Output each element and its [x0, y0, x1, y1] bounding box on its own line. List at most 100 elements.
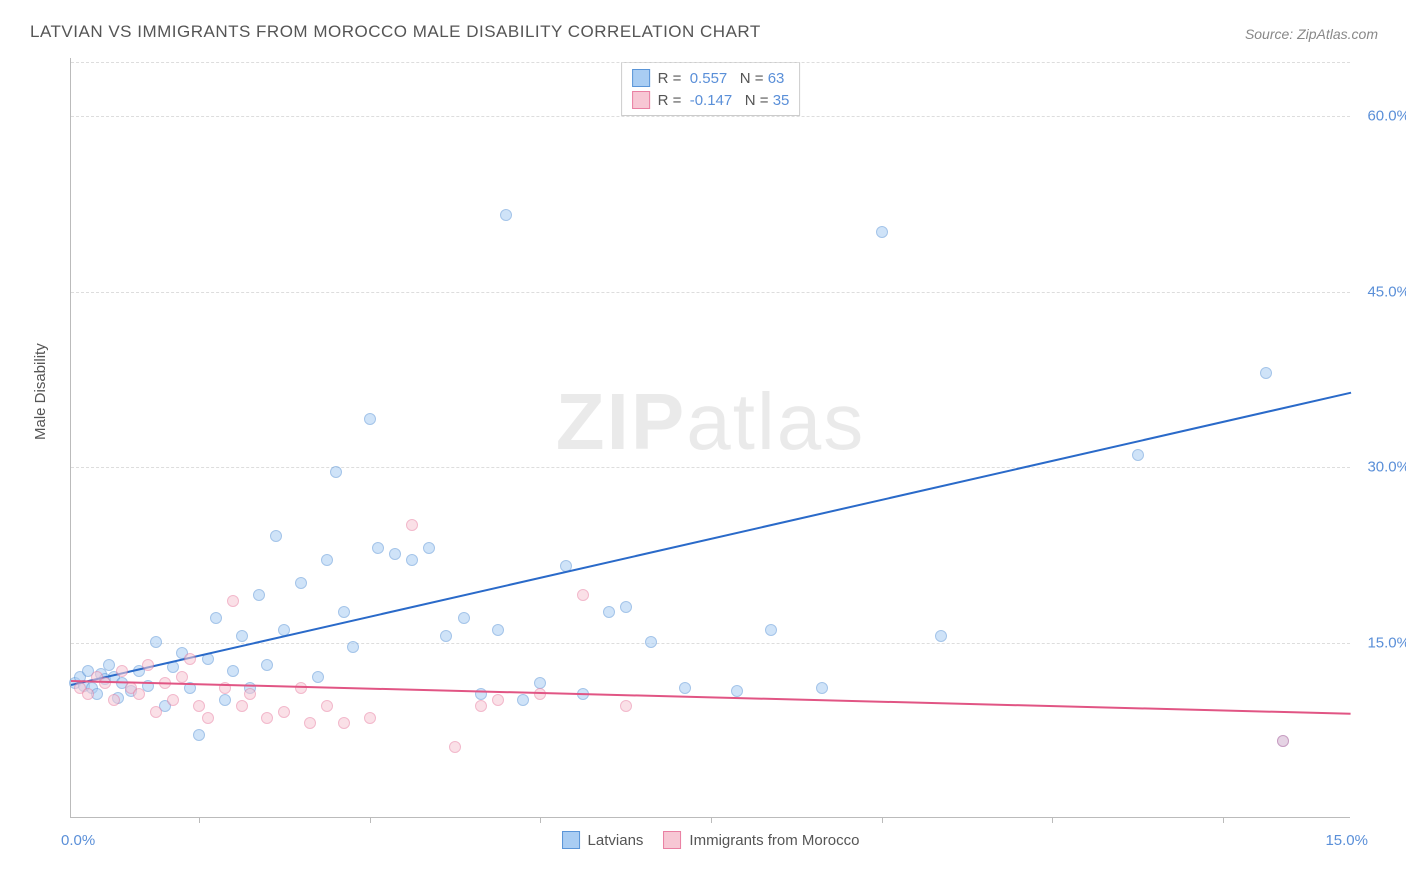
y-axis-title: Male Disability	[32, 343, 49, 440]
scatter-point	[1277, 735, 1289, 747]
scatter-point	[475, 700, 487, 712]
scatter-point	[253, 589, 265, 601]
legend-swatch	[632, 91, 650, 109]
scatter-point	[176, 671, 188, 683]
scatter-point	[210, 612, 222, 624]
scatter-point	[679, 682, 691, 694]
scatter-point	[236, 630, 248, 642]
y-tick-label: 45.0%	[1355, 283, 1406, 300]
scatter-point	[1260, 367, 1272, 379]
x-tick	[540, 817, 541, 823]
legend-swatch	[632, 69, 650, 87]
scatter-point	[603, 606, 615, 618]
y-tick-label: 60.0%	[1355, 108, 1406, 125]
series-legend-item: Latvians	[562, 831, 644, 849]
series-legend-label: Latvians	[588, 832, 644, 849]
trend-line	[71, 391, 1351, 685]
source-attribution: Source: ZipAtlas.com	[1245, 26, 1378, 42]
y-tick-label: 15.0%	[1355, 634, 1406, 651]
correlation-legend: R = 0.557 N = 63 R = -0.147 N = 35	[621, 62, 801, 116]
x-tick	[711, 817, 712, 823]
watermark-text: ZIPatlas	[556, 376, 865, 468]
series-legend-item: Immigrants from Morocco	[663, 831, 859, 849]
scatter-point	[338, 606, 350, 618]
scatter-point	[406, 554, 418, 566]
scatter-point	[244, 688, 256, 700]
scatter-point	[116, 665, 128, 677]
gridline	[71, 643, 1350, 644]
scatter-point	[406, 519, 418, 531]
scatter-point	[534, 677, 546, 689]
scatter-point	[108, 694, 120, 706]
chart-title: LATVIAN VS IMMIGRANTS FROM MOROCCO MALE …	[30, 22, 761, 42]
chart-plot-area: ZIPatlas R = 0.557 N = 63 R = -0.147 N = …	[70, 58, 1350, 818]
scatter-point	[150, 636, 162, 648]
scatter-point	[321, 700, 333, 712]
x-tick	[882, 817, 883, 823]
scatter-point	[184, 653, 196, 665]
scatter-point	[372, 542, 384, 554]
scatter-point	[347, 641, 359, 653]
scatter-point	[620, 700, 632, 712]
y-tick-label: 30.0%	[1355, 459, 1406, 476]
legend-swatch	[562, 831, 580, 849]
scatter-point	[150, 706, 162, 718]
scatter-point	[295, 577, 307, 589]
scatter-point	[133, 688, 145, 700]
x-axis-min-label: 0.0%	[61, 832, 95, 849]
legend-r-text: R = 0.557 N = 63	[658, 70, 785, 87]
scatter-point	[645, 636, 657, 648]
scatter-point	[295, 682, 307, 694]
scatter-point	[492, 624, 504, 636]
trend-line	[71, 680, 1351, 715]
scatter-point	[304, 717, 316, 729]
gridline	[71, 62, 1350, 63]
scatter-point	[193, 729, 205, 741]
correlation-legend-row: R = -0.147 N = 35	[632, 89, 790, 111]
scatter-point	[816, 682, 828, 694]
scatter-point	[389, 548, 401, 560]
scatter-point	[167, 694, 179, 706]
scatter-point	[449, 741, 461, 753]
scatter-point	[270, 530, 282, 542]
x-tick	[1052, 817, 1053, 823]
scatter-point	[876, 226, 888, 238]
scatter-point	[577, 589, 589, 601]
gridline	[71, 467, 1350, 468]
scatter-point	[423, 542, 435, 554]
scatter-point	[338, 717, 350, 729]
scatter-point	[261, 659, 273, 671]
x-axis-max-label: 15.0%	[1325, 832, 1368, 849]
scatter-point	[227, 665, 239, 677]
scatter-point	[731, 685, 743, 697]
scatter-point	[440, 630, 452, 642]
scatter-point	[935, 630, 947, 642]
scatter-point	[534, 688, 546, 700]
scatter-point	[364, 712, 376, 724]
scatter-point	[620, 601, 632, 613]
scatter-point	[236, 700, 248, 712]
scatter-point	[321, 554, 333, 566]
scatter-point	[458, 612, 470, 624]
scatter-point	[364, 413, 376, 425]
scatter-point	[193, 700, 205, 712]
scatter-point	[492, 694, 504, 706]
scatter-point	[1132, 449, 1144, 461]
legend-swatch	[663, 831, 681, 849]
scatter-point	[278, 706, 290, 718]
scatter-point	[82, 688, 94, 700]
scatter-point	[103, 659, 115, 671]
correlation-legend-row: R = 0.557 N = 63	[632, 67, 790, 89]
scatter-point	[261, 712, 273, 724]
scatter-point	[219, 694, 231, 706]
scatter-point	[227, 595, 239, 607]
x-tick	[370, 817, 371, 823]
gridline	[71, 292, 1350, 293]
x-tick	[199, 817, 200, 823]
scatter-point	[330, 466, 342, 478]
scatter-point	[500, 209, 512, 221]
x-tick	[1223, 817, 1224, 823]
legend-r-text: R = -0.147 N = 35	[658, 92, 790, 109]
series-legend-label: Immigrants from Morocco	[689, 832, 859, 849]
scatter-point	[142, 659, 154, 671]
